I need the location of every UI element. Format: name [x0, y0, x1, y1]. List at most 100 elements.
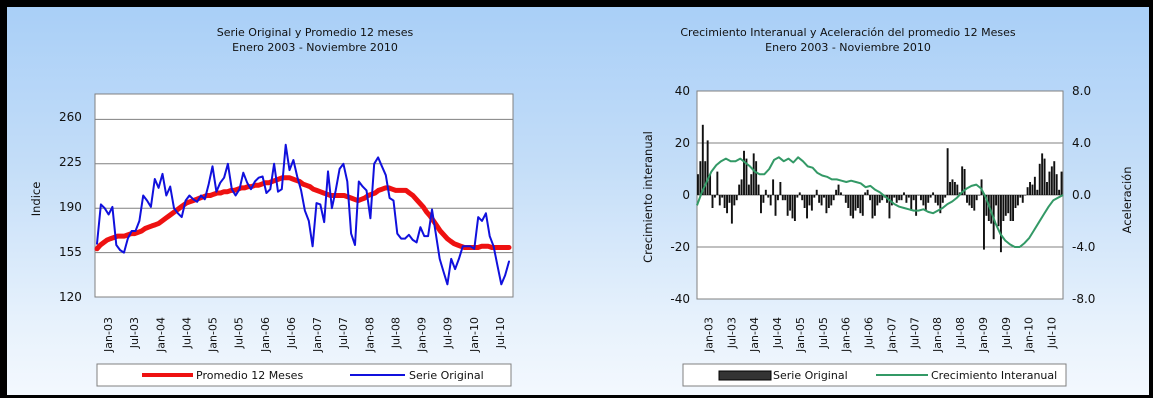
- bar: [849, 195, 852, 216]
- bar: [697, 174, 699, 195]
- bar: [835, 189, 838, 195]
- legend-swatch-serie-original-bar: [718, 370, 772, 381]
- chart-2-title: Crecimiento Interanual y Aceleración del…: [680, 26, 1016, 39]
- bar: [1038, 163, 1041, 195]
- chart-1-ytick: 225: [59, 155, 82, 169]
- bar: [798, 192, 801, 195]
- chart-2-ytick-right: 8.0: [1072, 84, 1091, 98]
- bar: [711, 195, 714, 208]
- bar: [774, 195, 777, 216]
- bar: [793, 195, 796, 221]
- chart-2-legend: [682, 363, 1067, 387]
- legend-label-serie-original: Serie Original: [409, 369, 484, 382]
- bar: [881, 195, 884, 201]
- chart-1-plot-area: [94, 93, 514, 298]
- bar: [956, 184, 959, 195]
- bar: [786, 195, 789, 216]
- bar: [789, 195, 792, 211]
- x-tick-label: Jul-03: [725, 317, 738, 349]
- bar: [723, 195, 726, 208]
- bar: [970, 195, 973, 208]
- bar: [784, 195, 787, 201]
- x-tick-label: Jul-03: [128, 317, 141, 349]
- bar: [716, 171, 719, 195]
- chart-1-subtitle: Enero 2003 - Noviembre 2010: [232, 41, 398, 54]
- bar: [919, 195, 922, 201]
- bar: [818, 195, 821, 203]
- x-tick-label: Jul-04: [180, 317, 193, 349]
- bar: [709, 174, 712, 195]
- bar: [1055, 174, 1058, 195]
- bar: [912, 195, 915, 201]
- bar: [895, 195, 898, 203]
- chart-2-ytick-left: 20: [675, 136, 690, 150]
- x-tick-label: Jan-10: [468, 317, 481, 353]
- bar: [721, 195, 724, 198]
- bar: [755, 161, 758, 195]
- bar: [980, 179, 983, 195]
- bar: [1041, 153, 1044, 195]
- bar: [806, 195, 808, 219]
- bar: [837, 184, 840, 195]
- chart-2-ytick-left: -40: [670, 292, 690, 306]
- x-tick-label: Jul-06: [285, 317, 298, 349]
- bar: [924, 195, 927, 211]
- x-tick-label: Jul-06: [863, 317, 876, 349]
- bar: [815, 189, 818, 195]
- bar: [852, 195, 855, 219]
- chart-2-ytick-left: 40: [675, 84, 690, 98]
- chart-2-ytick-right: -4.0: [1072, 240, 1095, 254]
- x-tick-label: Jan-05: [207, 317, 220, 353]
- bar: [1007, 195, 1010, 214]
- x-tick-label: Jan-04: [154, 317, 167, 353]
- bar: [917, 195, 920, 196]
- bar: [905, 195, 908, 203]
- bar: [781, 195, 784, 201]
- bar: [866, 189, 869, 195]
- bar: [769, 195, 772, 206]
- bar: [915, 195, 918, 216]
- bar: [854, 195, 857, 211]
- bar: [747, 184, 750, 195]
- chart-2-y-axis-label-right: Aceleración: [1120, 167, 1134, 234]
- bar: [832, 195, 835, 201]
- bar: [1026, 187, 1029, 195]
- bar: [934, 195, 937, 203]
- bar: [757, 184, 760, 195]
- bar: [983, 195, 985, 250]
- chart-1-ytick: 190: [59, 200, 82, 214]
- bar: [830, 195, 833, 206]
- x-tick-label: Jan-10: [1023, 317, 1036, 353]
- bar: [878, 195, 881, 203]
- bar: [706, 140, 709, 195]
- chart-1-series: [94, 143, 512, 286]
- bar: [796, 195, 799, 198]
- bar: [827, 195, 830, 208]
- bar: [864, 192, 867, 195]
- chart-2-series: [696, 124, 1064, 253]
- bar: [847, 195, 850, 208]
- chart-2-ytick-right: 0.0: [1072, 188, 1091, 202]
- bar: [728, 195, 731, 203]
- bar: [699, 161, 702, 195]
- bar: [995, 195, 998, 206]
- bar: [1014, 195, 1017, 208]
- chart-1-legend: [96, 363, 512, 387]
- bar: [745, 158, 748, 195]
- x-tick-label: Jan-05: [794, 317, 807, 353]
- bar: [966, 195, 968, 203]
- bar: [1050, 166, 1053, 195]
- x-tick-label: Jan-09: [416, 317, 429, 353]
- bar: [767, 195, 770, 198]
- bar: [893, 195, 896, 198]
- bar: [1024, 195, 1027, 196]
- bar: [1060, 171, 1063, 195]
- bar: [936, 195, 939, 206]
- bar: [944, 195, 947, 198]
- bar: [1004, 195, 1007, 216]
- bar: [1019, 195, 1022, 198]
- bar: [803, 195, 806, 208]
- x-tick-label: Jan-08: [363, 317, 376, 353]
- bar: [876, 195, 879, 206]
- x-tick-label: Jan-03: [702, 317, 715, 353]
